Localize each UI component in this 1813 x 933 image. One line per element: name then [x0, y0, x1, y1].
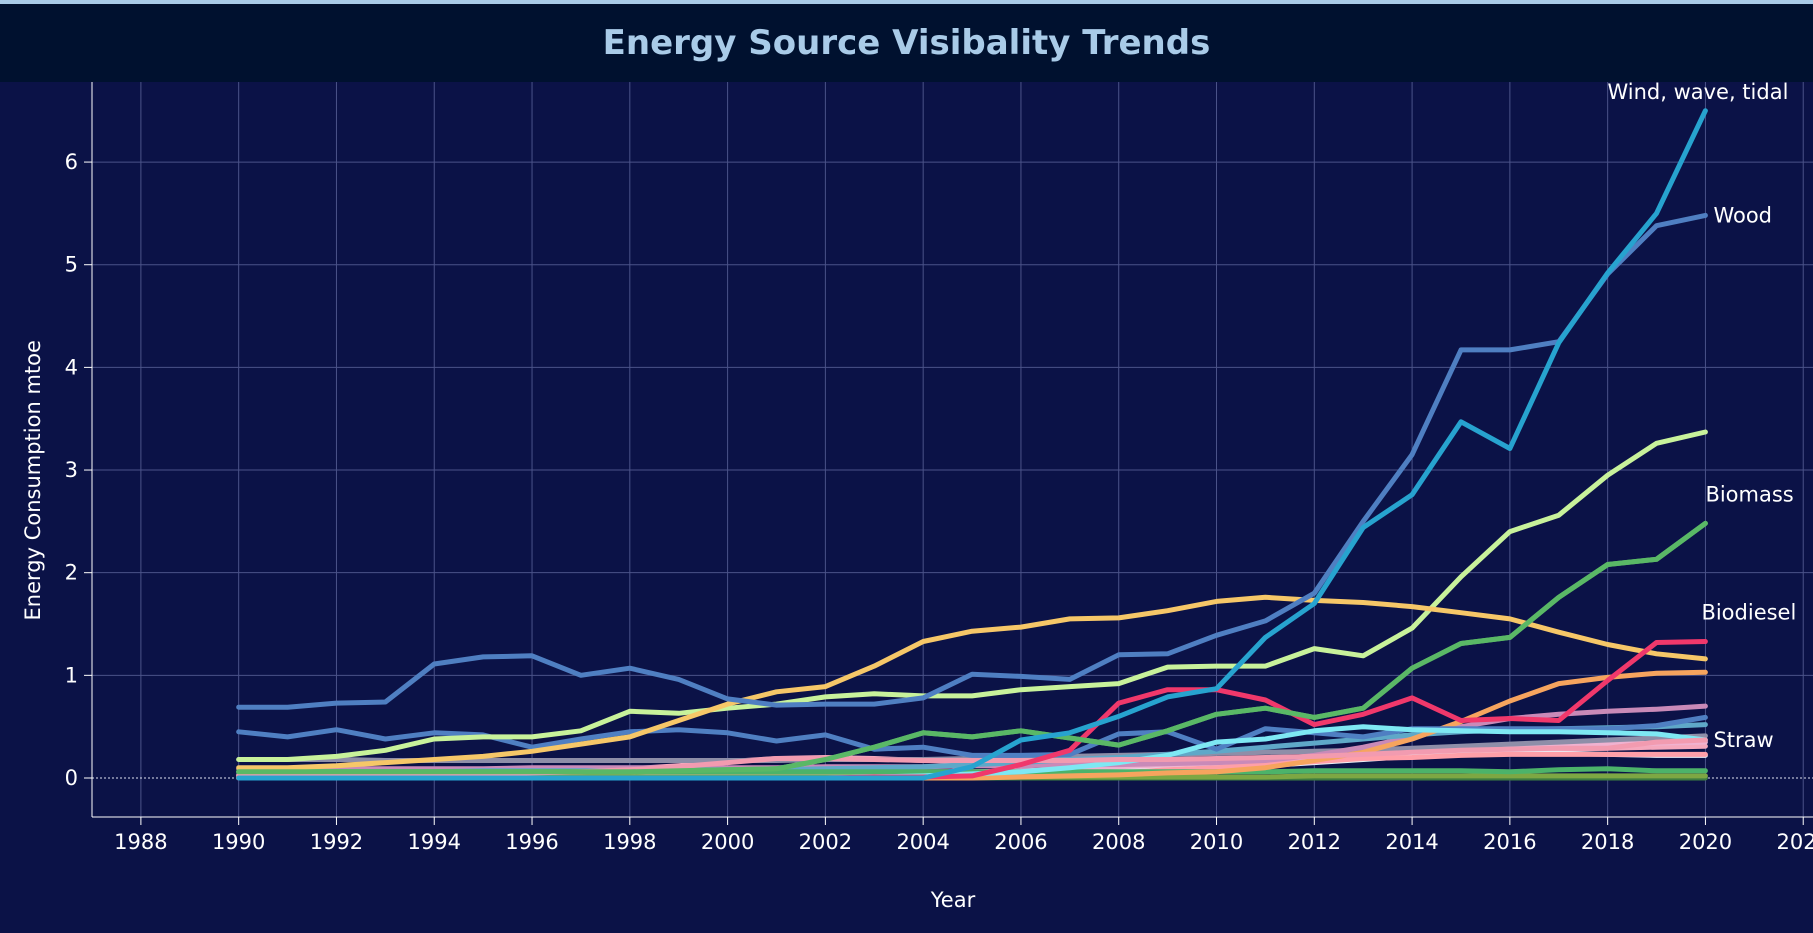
x-tick-label: 2016 — [1483, 830, 1536, 854]
line-chart: 1988 1990 1992 1994 1996 1998 2000 2002 2004 2006… — [21, 82, 1813, 912]
x-tick-label: 1994 — [408, 830, 461, 854]
x-tick-label: 2008 — [1092, 830, 1145, 854]
series-16-line — [236, 594, 1708, 771]
wind-wave-tidal-line — [236, 108, 1708, 781]
biomass-line — [236, 520, 1708, 775]
x-tick-label: 2002 — [799, 830, 852, 854]
series-15-line — [236, 429, 1708, 762]
x-tick-label: 1998 — [603, 830, 656, 854]
x-tick-label: 2004 — [896, 830, 949, 854]
x-tick-label: 1990 — [212, 830, 265, 854]
x-tick-label: 2006 — [994, 830, 1047, 854]
x-tick-label: 2000 — [701, 830, 754, 854]
y-tick-label: 5 — [65, 253, 78, 277]
y-tick-label: 3 — [65, 458, 78, 482]
y-tick-label: 1 — [65, 663, 78, 687]
x-tick-label: 2014 — [1385, 830, 1438, 854]
y-tick-label: 4 — [65, 355, 78, 379]
chart-title: Energy Source Visibality Trends — [602, 23, 1211, 63]
x-tick-label: 2018 — [1581, 830, 1634, 854]
y-axis-title: Energy Consumption mtoe — [21, 340, 45, 620]
y-tick-label: 2 — [65, 561, 78, 585]
wood-label: Wood — [1713, 203, 1772, 227]
biodiesel-label: Biodiesel — [1701, 600, 1796, 624]
x-tick-label: 2012 — [1288, 830, 1341, 854]
wind-wave-tidal-label: Wind, wave, tidal — [1607, 82, 1788, 104]
top-accent-rule — [0, 0, 1813, 4]
x-axis-title: Year — [930, 888, 976, 912]
x-tick-label: 2020 — [1679, 830, 1732, 854]
y-tick-label: 6 — [65, 150, 78, 174]
title-bar: Energy Source Visibality Trends — [0, 4, 1813, 82]
x-tick-label: 1988 — [114, 830, 167, 854]
wood-line — [236, 212, 1708, 710]
x-tick-label: 1992 — [310, 830, 363, 854]
x-tick-label: 1996 — [505, 830, 558, 854]
biomass-label: Biomass — [1705, 482, 1793, 506]
x-tick-label: 2022 — [1776, 830, 1813, 854]
x-tick-label: 2010 — [1190, 830, 1243, 854]
y-tick-label: 0 — [65, 766, 78, 790]
straw-label: Straw — [1713, 728, 1773, 752]
